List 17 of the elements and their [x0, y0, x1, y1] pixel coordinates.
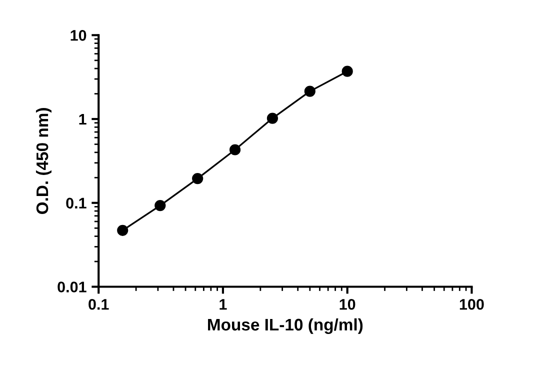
point [304, 86, 316, 97]
y-tick-label: 0.01 [58, 282, 86, 292]
point [266, 112, 278, 124]
y-tick-label: 10 [70, 30, 86, 41]
y-tick-label: 1 [79, 114, 86, 125]
y-axis-title: O.D. (450 nm) [36, 108, 52, 214]
point [154, 200, 166, 212]
x-tick-label: 10 [340, 298, 356, 310]
x-axis-title: Mouse IL-10 (ng/ml) [208, 318, 363, 334]
x-tick-label: 1 [220, 299, 227, 310]
point [192, 173, 204, 184]
point [229, 144, 241, 156]
x-tick-label: 0.1 [88, 298, 109, 310]
x-tick-label: 100 [460, 298, 484, 310]
point [117, 224, 128, 236]
point [342, 66, 353, 77]
y-tick-label: 0.1 [66, 198, 86, 209]
